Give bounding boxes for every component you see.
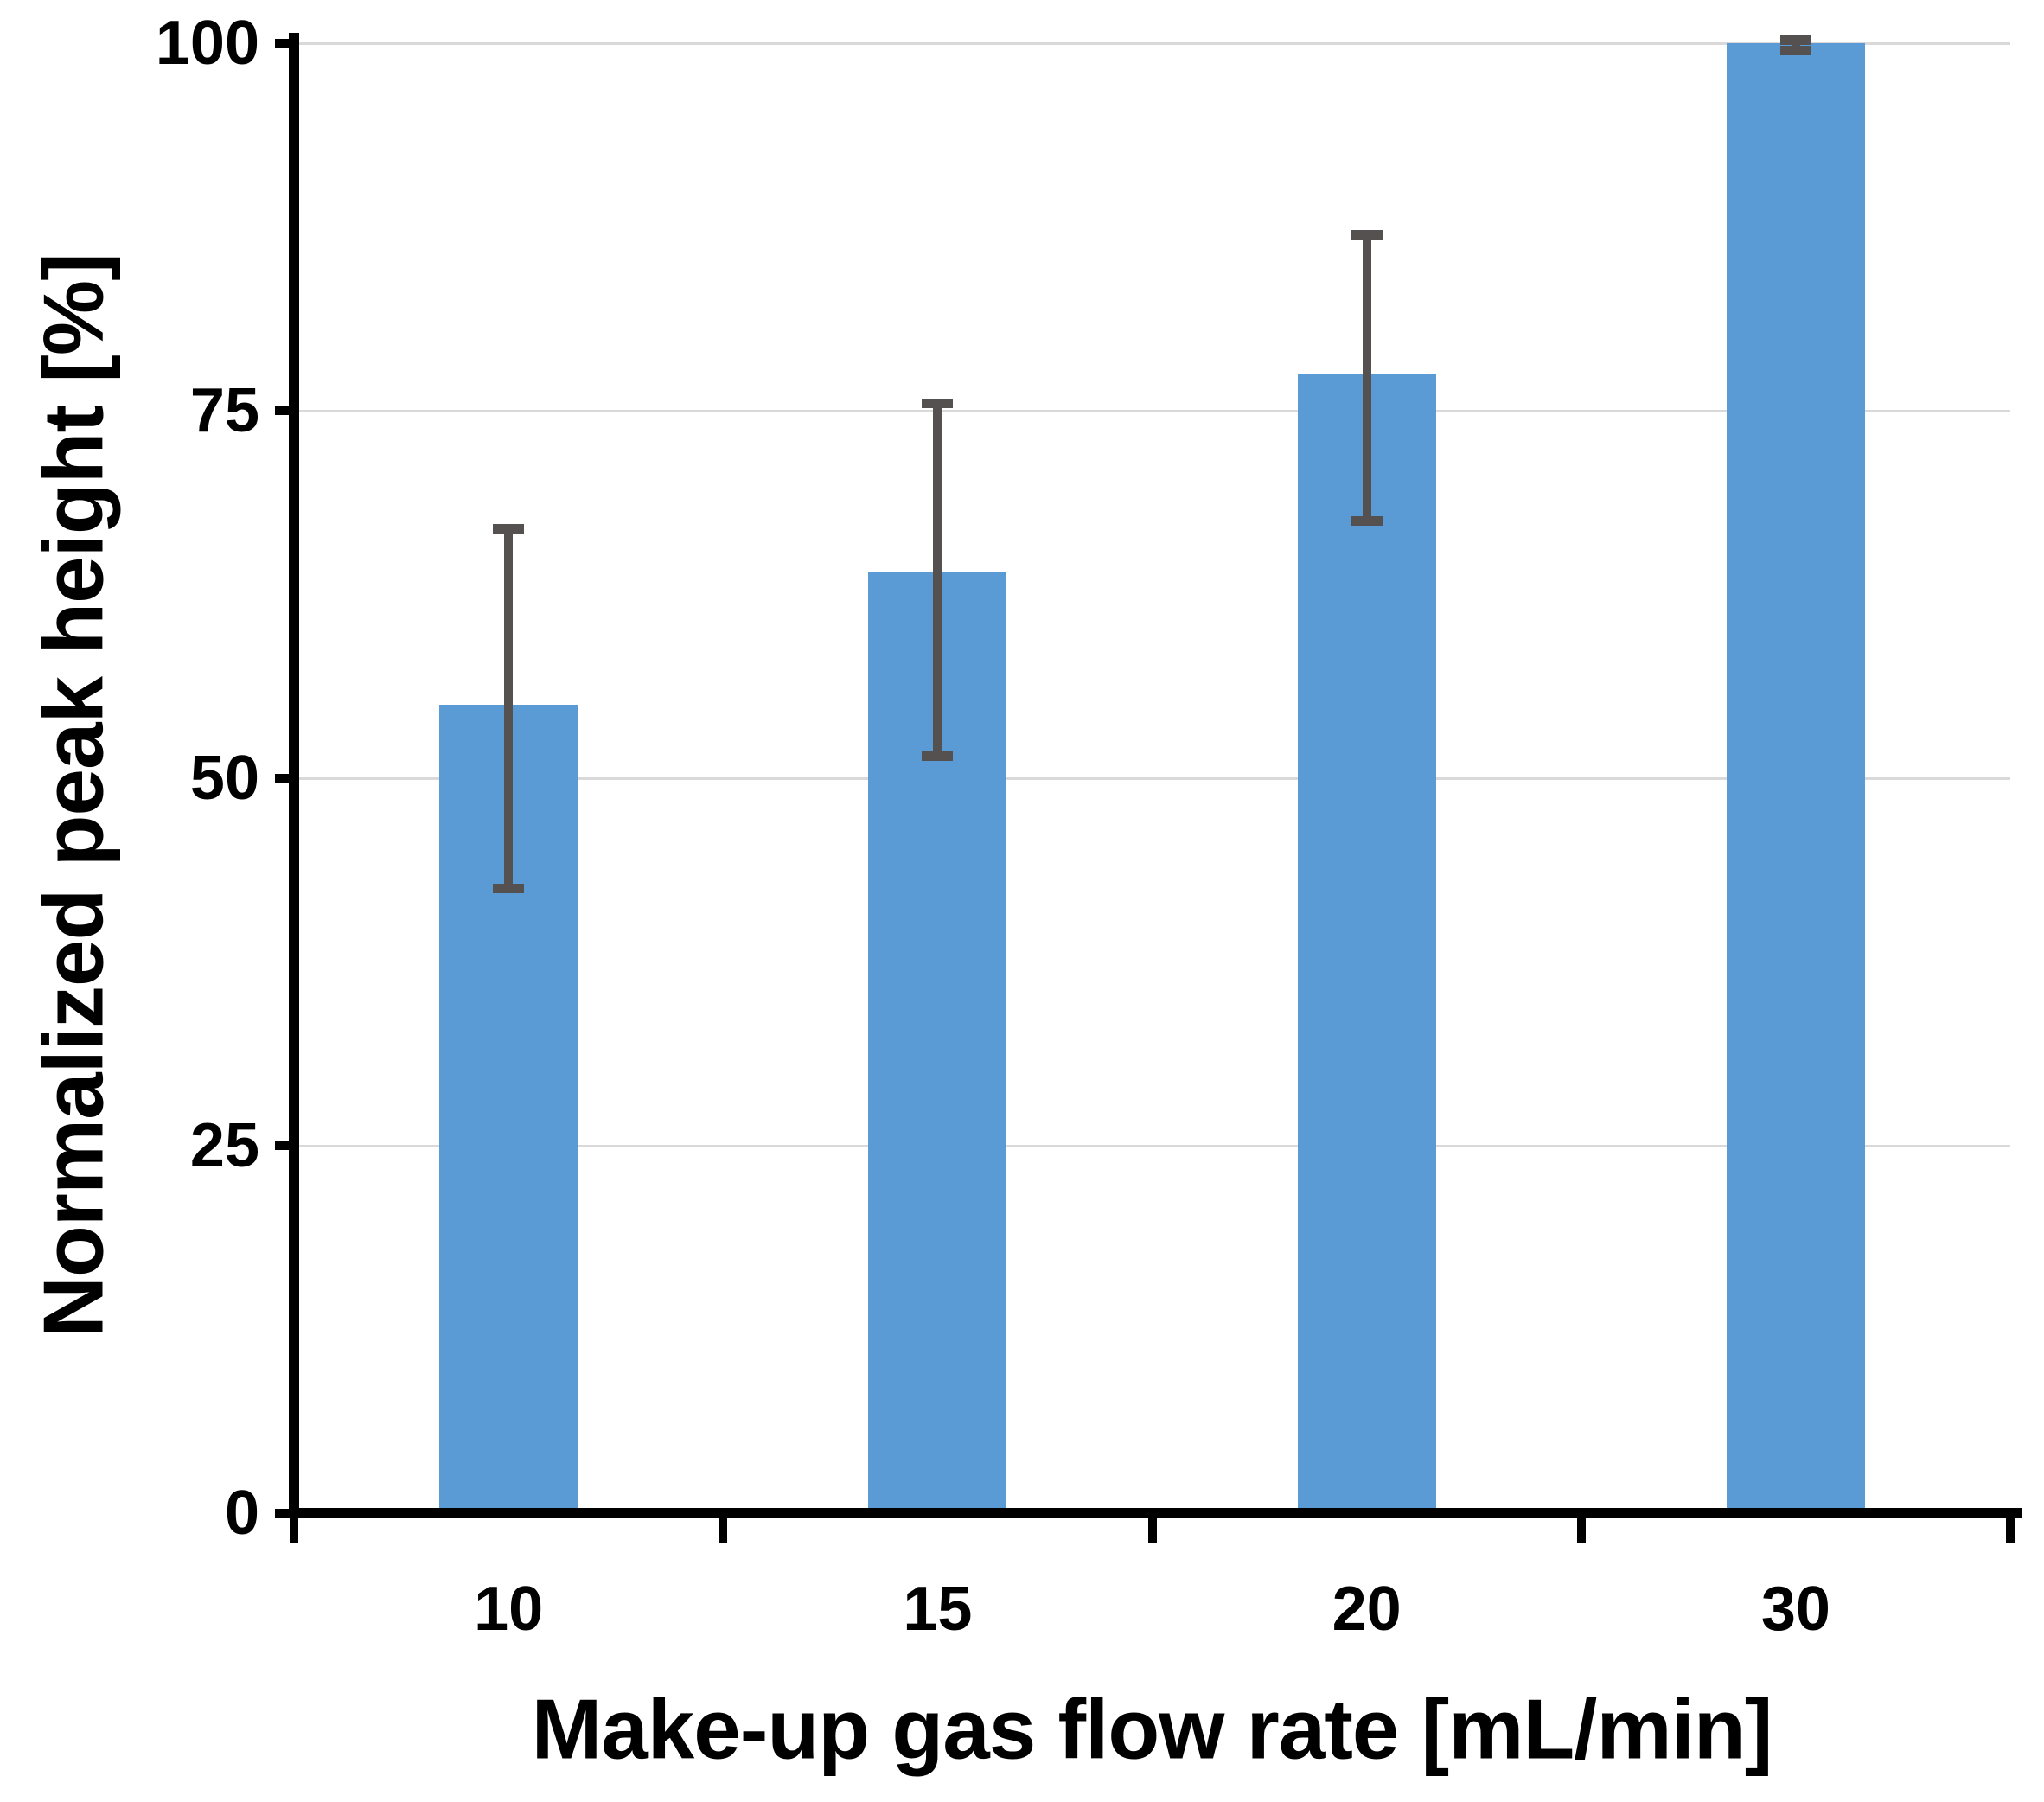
x-tick-label: 30: [1760, 1575, 1830, 1644]
error-bar-cap-bottom: [493, 884, 525, 893]
error-bar-whisker: [933, 403, 942, 757]
x-tick-label: 10: [474, 1575, 544, 1644]
error-bar-cap-top: [922, 399, 954, 408]
error-bar-cap-top: [1351, 229, 1383, 240]
y-tick-label: 50: [189, 744, 259, 813]
x-tick-mark: [2006, 1518, 2015, 1543]
y-tick-mark: [275, 39, 294, 48]
error-bar-cap-bottom: [922, 751, 954, 761]
x-tick-mark: [1147, 1518, 1157, 1543]
y-tick-mark: [275, 406, 294, 415]
x-tick-label: 15: [903, 1575, 973, 1644]
y-tick-mark: [275, 774, 294, 783]
x-tick-label: 20: [1332, 1575, 1402, 1644]
x-tick-mark: [290, 1518, 298, 1543]
y-gridline: [294, 409, 2010, 412]
error-bar-cap-bottom: [1779, 46, 1811, 55]
error-bar-whisker: [504, 528, 514, 889]
error-bar-cap-top: [1779, 35, 1811, 46]
error-bar-whisker: [1791, 40, 1800, 51]
x-tick-mark: [719, 1518, 728, 1543]
error-bar-whisker: [1362, 234, 1371, 521]
bar: [1297, 374, 1436, 1513]
x-axis-title: Make-up gas flow rate [mL/min]: [531, 1681, 1773, 1777]
y-gridline: [294, 776, 2010, 780]
y-tick-mark: [275, 1509, 294, 1518]
error-bar-cap-top: [493, 523, 525, 534]
x-axis-line: [289, 1508, 2022, 1518]
y-gridline: [294, 1144, 2010, 1147]
y-tick-label: 0: [224, 1479, 259, 1548]
y-tick-mark: [275, 1141, 294, 1150]
y-tick-label: 100: [155, 9, 259, 78]
y-tick-label: 25: [189, 1111, 259, 1180]
y-gridline: [294, 42, 2010, 45]
y-tick-label: 75: [189, 376, 259, 445]
error-bar-cap-bottom: [1351, 516, 1383, 526]
bar: [1726, 43, 1865, 1513]
x-tick-mark: [1576, 1518, 1586, 1543]
